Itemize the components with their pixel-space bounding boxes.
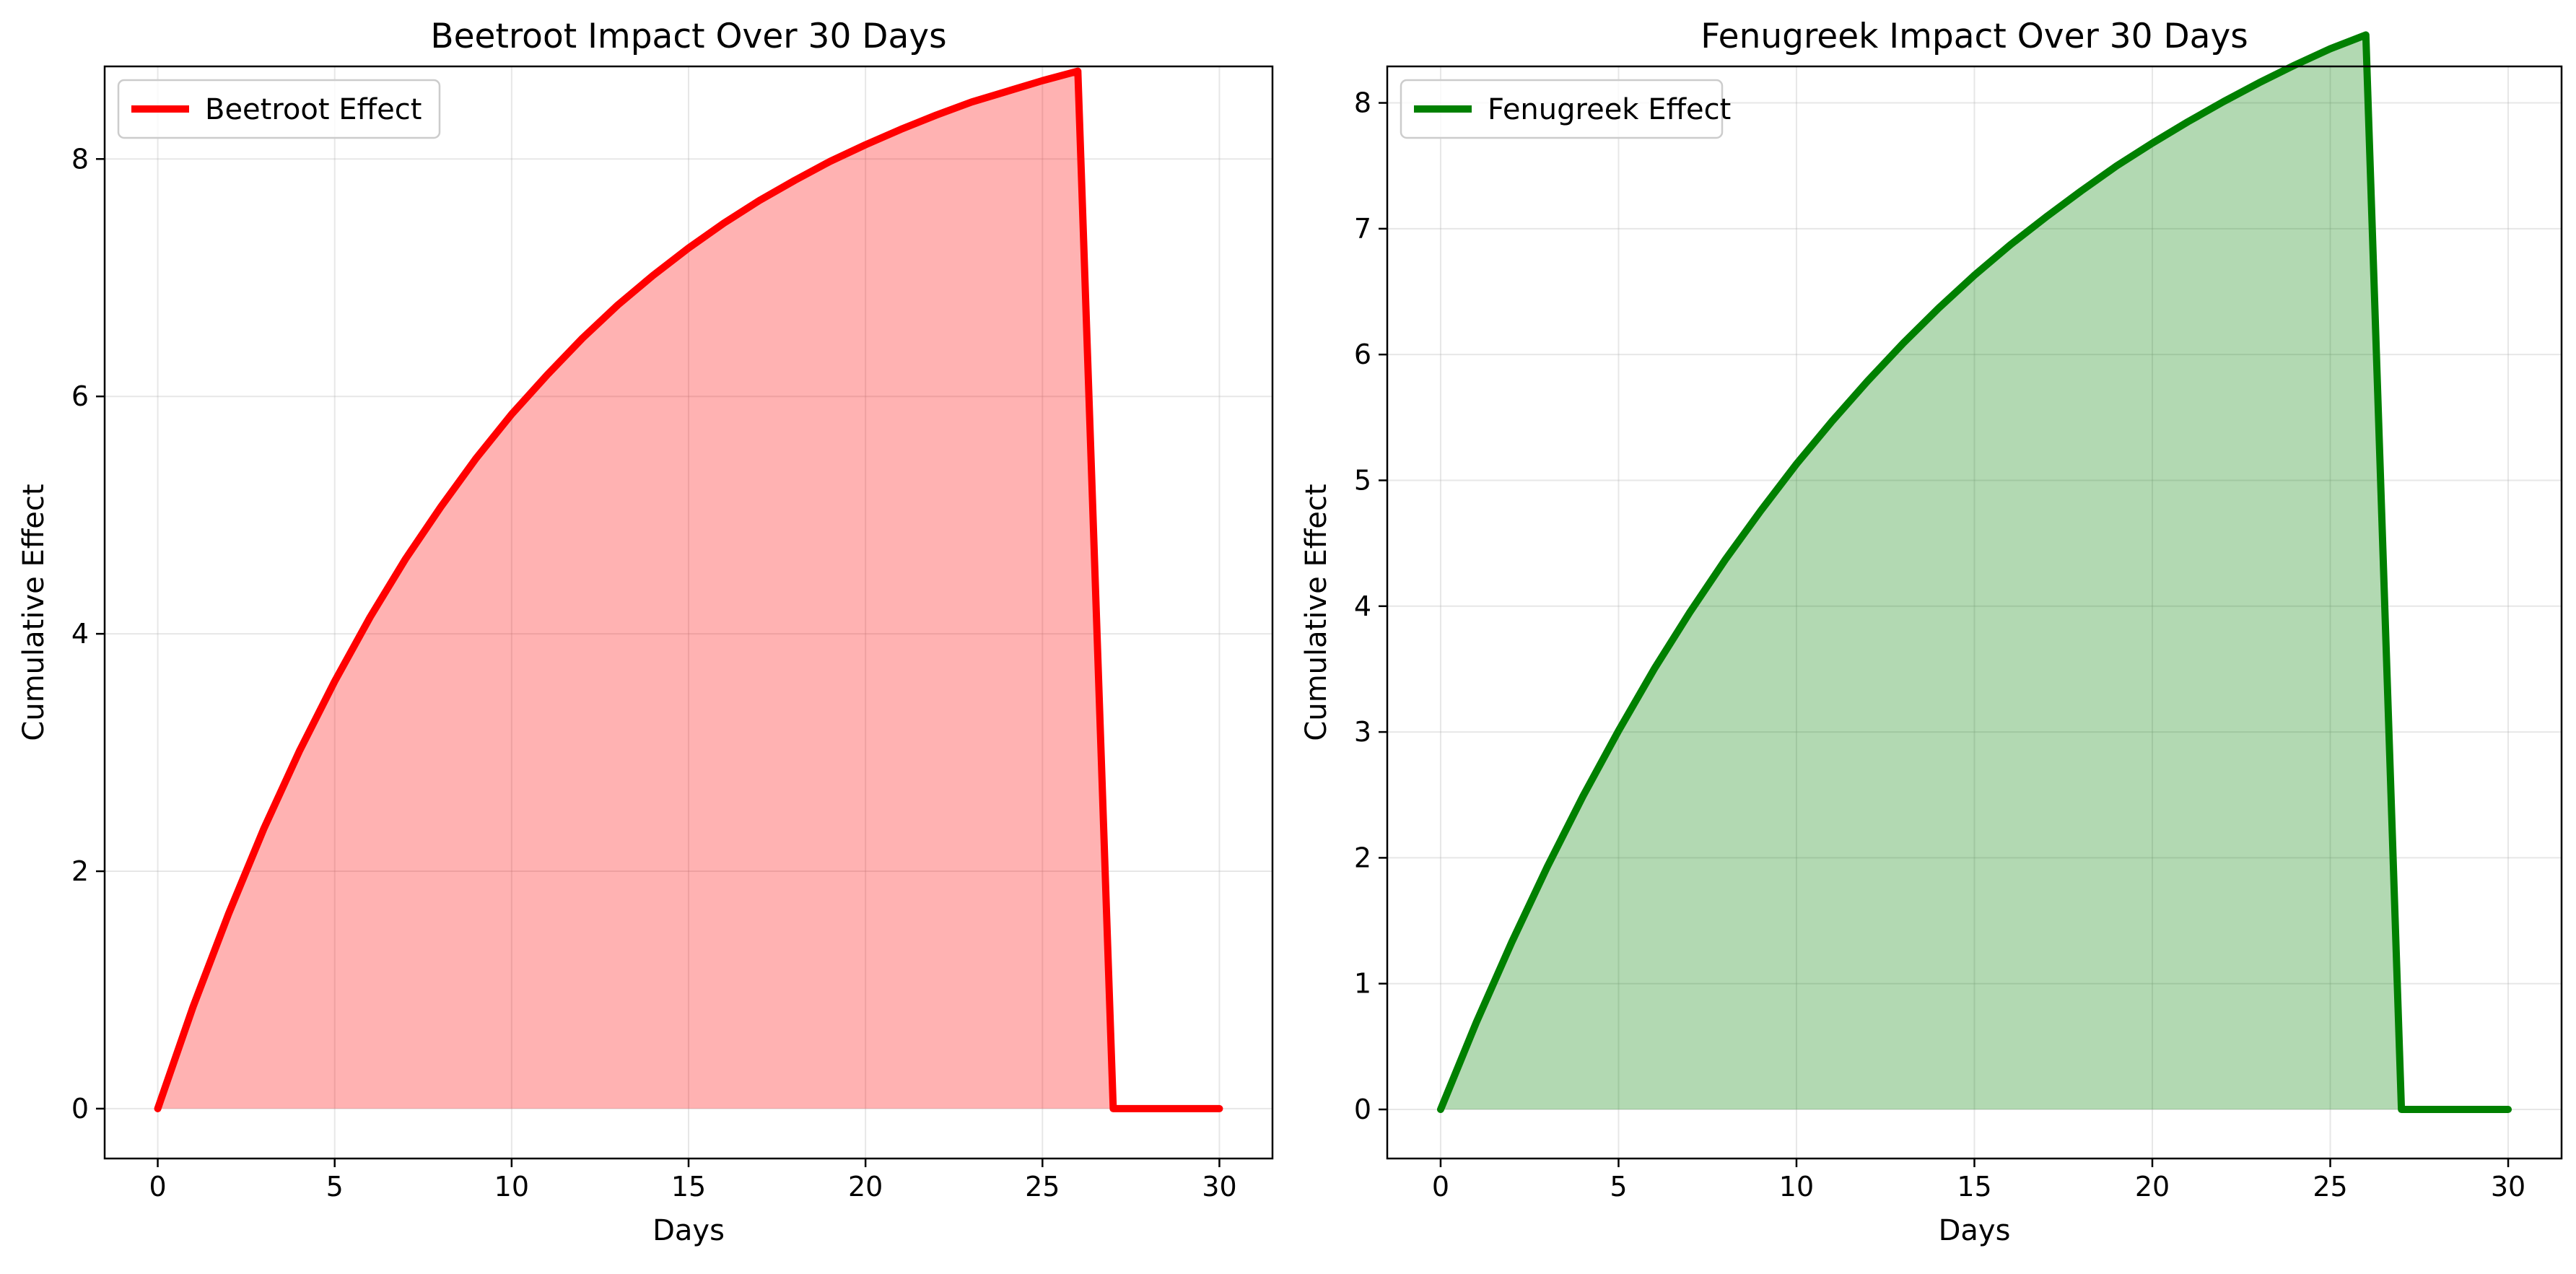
beetroot-x-tick-label: 20	[848, 1171, 883, 1203]
fenugreek-y-tick-label: 2	[1354, 842, 1371, 873]
fenugreek-x-tick-label: 5	[1610, 1171, 1627, 1203]
fenugreek-x-tick-label: 30	[2491, 1171, 2525, 1203]
fenugreek-x-tick-label: 25	[2313, 1171, 2347, 1203]
fenugreek-plot-area	[1387, 66, 2562, 1159]
beetroot-legend-box	[117, 79, 441, 139]
fenugreek-legend-label: Fenugreek Effect	[1488, 93, 1731, 126]
beetroot-x-axis-label: Days	[652, 1214, 725, 1247]
fenugreek-y-tick-label: 8	[1354, 87, 1371, 119]
fenugreek-x-tick-label: 0	[1432, 1171, 1449, 1203]
beetroot-y-tick-label: 4	[71, 618, 89, 650]
fenugreek-y-axis-label: Cumulative Effect	[1300, 484, 1333, 741]
beetroot-y-tick-label: 8	[71, 143, 89, 175]
beetroot-y-tick-label: 2	[71, 855, 89, 887]
fenugreek-y-tick-label: 6	[1354, 339, 1371, 370]
beetroot-x-tick-label: 10	[494, 1171, 529, 1203]
fenugreek-y-tick-label: 4	[1354, 590, 1371, 622]
beetroot-x-tick-label: 25	[1025, 1171, 1060, 1203]
beetroot-y-tick-label: 0	[71, 1093, 89, 1125]
beetroot-y-tick-label: 6	[71, 380, 89, 412]
beetroot-y-axis-label: Cumulative Effect	[17, 484, 51, 741]
beetroot-x-tick-label: 15	[671, 1171, 706, 1203]
fenugreek-y-tick-label: 7	[1354, 213, 1371, 245]
fenugreek-y-tick-label: 5	[1354, 464, 1371, 496]
fenugreek-y-tick-label: 3	[1354, 716, 1371, 748]
beetroot-chart-panel: 0 5 10 15 20 25 30 0 2 4 6 8 Beetroot Impact Over 30…	[17, 17, 1274, 1247]
fenugreek-chart-panel: 0 5 10 15 20 25 30 0 1 2 3 4 5 6 7 8 Fenugreek Impact Ov…	[1300, 17, 2563, 1247]
fenugreek-x-axis-label: Days	[1939, 1214, 2011, 1247]
beetroot-legend-label: Beetroot Effect	[205, 93, 422, 126]
fenugreek-x-tick-label: 20	[2135, 1171, 2170, 1203]
fenugreek-area-fill	[1440, 35, 2509, 1110]
beetroot-x-tick-label: 30	[1202, 1171, 1236, 1203]
fenugreek-legend-box	[1400, 79, 1724, 139]
fenugreek-y-tick-label: 1	[1354, 968, 1371, 1000]
beetroot-chart-title: Beetroot Impact Over 30 Days	[430, 17, 946, 56]
fenugreek-x-tick-label: 10	[1779, 1171, 1814, 1203]
beetroot-x-tick-label: 0	[149, 1171, 166, 1203]
beetroot-effect-line	[154, 67, 1223, 1112]
fenugreek-effect-line	[1436, 31, 2512, 1114]
beetroot-area-fill	[157, 71, 1220, 1109]
fenugreek-y-tick-label: 0	[1354, 1094, 1371, 1125]
fenugreek-chart-title: Fenugreek Impact Over 30 Days	[1700, 17, 2248, 56]
beetroot-x-tick-label: 5	[326, 1171, 344, 1203]
fenugreek-x-tick-label: 15	[1957, 1171, 1991, 1203]
